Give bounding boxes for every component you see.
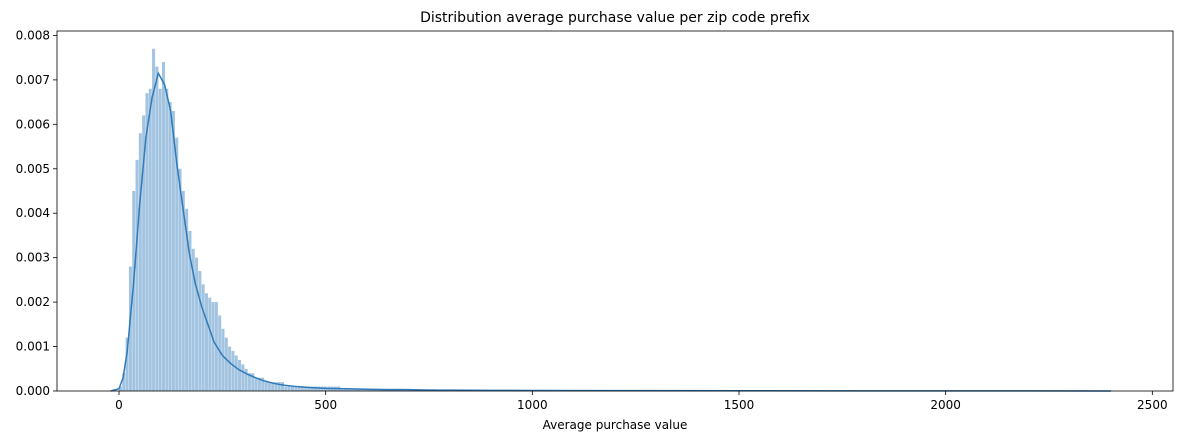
histogram-bar [171, 111, 175, 391]
histogram-bar [125, 337, 129, 391]
histogram-bar [290, 386, 294, 391]
histogram-bar [271, 382, 275, 391]
y-tick-label: 0.003 [16, 251, 50, 265]
x-tick-label: 1000 [517, 398, 548, 412]
histogram-bar [152, 48, 156, 392]
histogram-bar [119, 386, 123, 391]
histogram-bar [195, 257, 199, 391]
histogram-bar [158, 88, 162, 392]
histogram-bar [277, 382, 281, 391]
axes: 0 500 1000 1500 2000 2500 0.000 0.001 0.002 0.003… [16, 28, 1174, 412]
histogram-bar [314, 386, 318, 391]
histogram-bar [347, 388, 351, 391]
histogram-bar [241, 364, 245, 391]
histogram-bar [287, 386, 291, 391]
x-tick-label: 2000 [930, 398, 961, 412]
histogram-bar [310, 386, 314, 391]
histogram-bar [231, 351, 235, 391]
y-tick-label: 0.008 [16, 28, 50, 42]
y-tick-label: 0.006 [16, 117, 50, 131]
histogram-bar [234, 355, 238, 391]
histogram-bar [224, 337, 228, 391]
y-tick-label: 0.000 [16, 384, 50, 398]
histogram-bar [360, 388, 364, 391]
histogram-bar [218, 315, 222, 391]
histogram-bar [267, 382, 271, 391]
histogram-bar [357, 388, 361, 391]
histogram-bar [297, 386, 301, 391]
histogram-bar [185, 208, 189, 391]
histogram-bar [178, 168, 182, 391]
histogram-bar [261, 377, 265, 391]
histogram-bar [340, 388, 344, 391]
x-tick-label: 1500 [724, 398, 755, 412]
histogram-bar [294, 386, 298, 391]
histogram-bar [208, 297, 212, 391]
histogram-bar [317, 386, 321, 391]
x-tick-label: 500 [314, 398, 337, 412]
histogram-bar [132, 191, 136, 391]
histogram-bar [274, 382, 278, 391]
histogram-bar [122, 373, 126, 391]
y-tick-label: 0.005 [16, 162, 50, 176]
histogram-bar [155, 66, 159, 392]
histogram-bar [281, 382, 285, 391]
histogram-bar [300, 386, 304, 391]
plot-frame [56, 30, 1174, 392]
y-tick-label: 0.001 [16, 340, 50, 354]
histogram-bar [128, 266, 132, 391]
x-axis-label: Average purchase value [543, 418, 688, 432]
histogram-bar [211, 302, 215, 391]
y-tick-label: 0.007 [16, 73, 50, 87]
histogram-bar [254, 377, 258, 391]
histogram-bar [221, 328, 225, 391]
x-tick-label: 0 [115, 398, 123, 412]
histogram-bar [350, 388, 354, 391]
histogram-bar [138, 133, 142, 391]
histogram-bar [168, 102, 172, 391]
histogram-bar [181, 191, 185, 391]
histogram-bar [135, 159, 139, 391]
histogram-bar [264, 382, 268, 391]
histogram-bar [142, 115, 146, 391]
histogram-bar [307, 386, 311, 391]
histogram-bar [165, 88, 169, 392]
histogram-bar [201, 284, 205, 391]
histogram-bar [244, 368, 248, 391]
histogram-bar [257, 377, 261, 391]
histogram-bar [161, 62, 165, 391]
histogram-bar [148, 88, 152, 392]
histogram-bar [191, 248, 195, 391]
histogram-bar [353, 388, 357, 391]
y-tick-label: 0.002 [16, 295, 50, 309]
histogram-bar [198, 271, 202, 391]
histogram-bar [238, 359, 242, 391]
x-tick-label: 2500 [1137, 398, 1168, 412]
histogram-bar [284, 386, 288, 391]
histogram-bar [343, 388, 347, 391]
y-tick-label: 0.004 [16, 206, 50, 220]
histogram-bar [175, 137, 179, 391]
kde-curve [110, 71, 1112, 392]
histogram-bar [145, 93, 149, 391]
histogram-bar [228, 346, 232, 391]
chart-title: Distribution average purchase value per … [420, 10, 810, 26]
histogram-bar [204, 293, 208, 391]
histogram-bars [119, 48, 523, 392]
histogram-bar [304, 386, 308, 391]
histogram-bar [251, 373, 255, 391]
histogram-bar [247, 373, 251, 391]
histogram-bar [188, 231, 192, 391]
